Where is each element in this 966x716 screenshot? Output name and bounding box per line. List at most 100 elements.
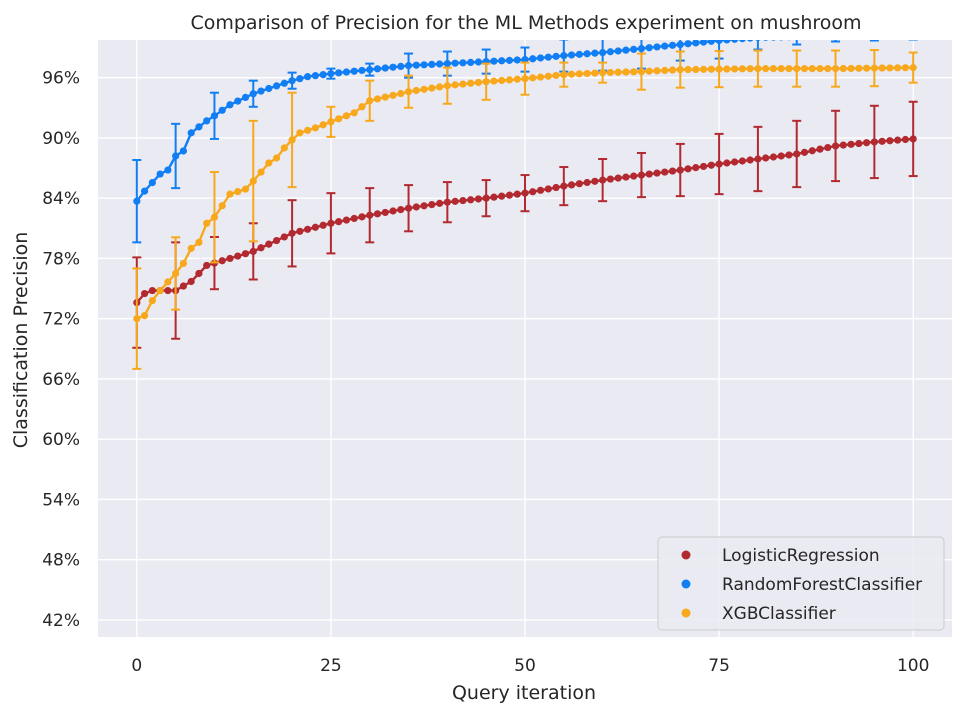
data-point <box>234 97 242 105</box>
data-point <box>630 68 638 76</box>
data-point <box>731 40 739 43</box>
data-point <box>692 164 700 172</box>
data-point <box>443 59 451 68</box>
data-point <box>816 65 824 73</box>
data-point <box>831 65 840 73</box>
data-point <box>319 221 327 229</box>
data-point <box>172 152 180 160</box>
data-point <box>280 79 288 87</box>
data-point <box>203 219 211 227</box>
data-point <box>808 147 816 155</box>
data-point <box>715 65 723 73</box>
data-point <box>373 210 382 218</box>
data-point <box>327 70 335 78</box>
data-point <box>397 206 405 214</box>
data-point <box>747 40 754 42</box>
data-point <box>544 72 552 80</box>
data-point <box>769 65 778 73</box>
x-tick-label: 75 <box>708 656 730 676</box>
data-point <box>265 240 273 248</box>
tick-labels: 0 25 50 75 100 42% 48% 54% 60% 66% 72% 78% 84% 90% 96% <box>42 69 929 676</box>
y-tick-label: 96% <box>42 69 80 89</box>
data-point <box>785 65 793 73</box>
chart-title: Comparison of Precision for the ML Metho… <box>190 12 861 34</box>
data-point <box>490 57 498 65</box>
data-point <box>319 121 327 129</box>
data-point <box>738 157 746 165</box>
data-point <box>855 64 863 72</box>
data-point <box>676 66 684 74</box>
data-point <box>684 165 692 173</box>
data-point <box>855 139 863 148</box>
data-point <box>404 204 413 212</box>
data-point <box>389 63 397 71</box>
data-point <box>795 40 798 41</box>
y-axis-label: Classification Precision <box>10 232 32 449</box>
data-point <box>653 169 661 177</box>
data-point <box>467 196 475 204</box>
data-point <box>599 48 607 57</box>
data-point <box>459 80 467 88</box>
data-point <box>622 68 630 76</box>
data-point <box>474 78 483 87</box>
data-point <box>179 282 187 290</box>
data-point <box>335 218 343 226</box>
data-point <box>591 49 599 57</box>
data-point <box>381 93 389 101</box>
data-point <box>560 71 568 79</box>
data-point <box>699 162 708 171</box>
data-point <box>521 189 529 197</box>
data-point <box>699 65 708 73</box>
data-point <box>723 40 731 44</box>
data-point <box>583 69 591 78</box>
data-point <box>606 68 615 77</box>
data-point <box>420 61 428 69</box>
data-point <box>241 250 250 258</box>
data-point <box>575 180 583 188</box>
data-point <box>195 269 203 278</box>
data-point <box>707 40 715 45</box>
data-point <box>265 159 273 167</box>
data-point <box>148 296 156 305</box>
x-tick-label: 0 <box>131 656 142 676</box>
data-point <box>397 89 405 98</box>
data-point <box>878 64 886 72</box>
data-point <box>389 207 397 215</box>
data-point <box>428 60 436 69</box>
data-point <box>420 202 428 210</box>
data-point <box>599 69 607 77</box>
data-point <box>707 65 715 73</box>
data-point <box>366 66 374 74</box>
data-point <box>327 118 335 126</box>
data-point <box>653 67 661 75</box>
x-axis-label: Query iteration <box>452 682 596 704</box>
data-point <box>257 168 265 176</box>
data-point <box>661 66 669 75</box>
data-point <box>661 42 669 50</box>
error-bar <box>753 40 763 51</box>
error-bar <box>792 40 802 46</box>
data-point <box>179 147 187 155</box>
x-tick-label: 100 <box>897 656 929 676</box>
data-point <box>668 66 677 74</box>
y-tick-label: 48% <box>42 551 80 571</box>
data-point <box>443 82 451 90</box>
data-point <box>894 64 902 72</box>
data-point <box>583 178 591 187</box>
data-point <box>140 312 149 320</box>
data-point <box>210 112 219 120</box>
data-point <box>482 78 490 86</box>
data-point <box>280 233 288 241</box>
data-point <box>381 64 389 72</box>
data-point <box>234 252 242 260</box>
data-point <box>428 84 436 92</box>
x-tick-label: 50 <box>514 656 536 676</box>
data-point <box>443 198 451 206</box>
data-point <box>544 185 552 193</box>
data-point <box>847 140 855 148</box>
data-point <box>342 216 351 224</box>
data-point <box>257 87 265 95</box>
data-point <box>886 64 894 72</box>
data-point <box>304 73 312 81</box>
data-point <box>373 95 382 103</box>
